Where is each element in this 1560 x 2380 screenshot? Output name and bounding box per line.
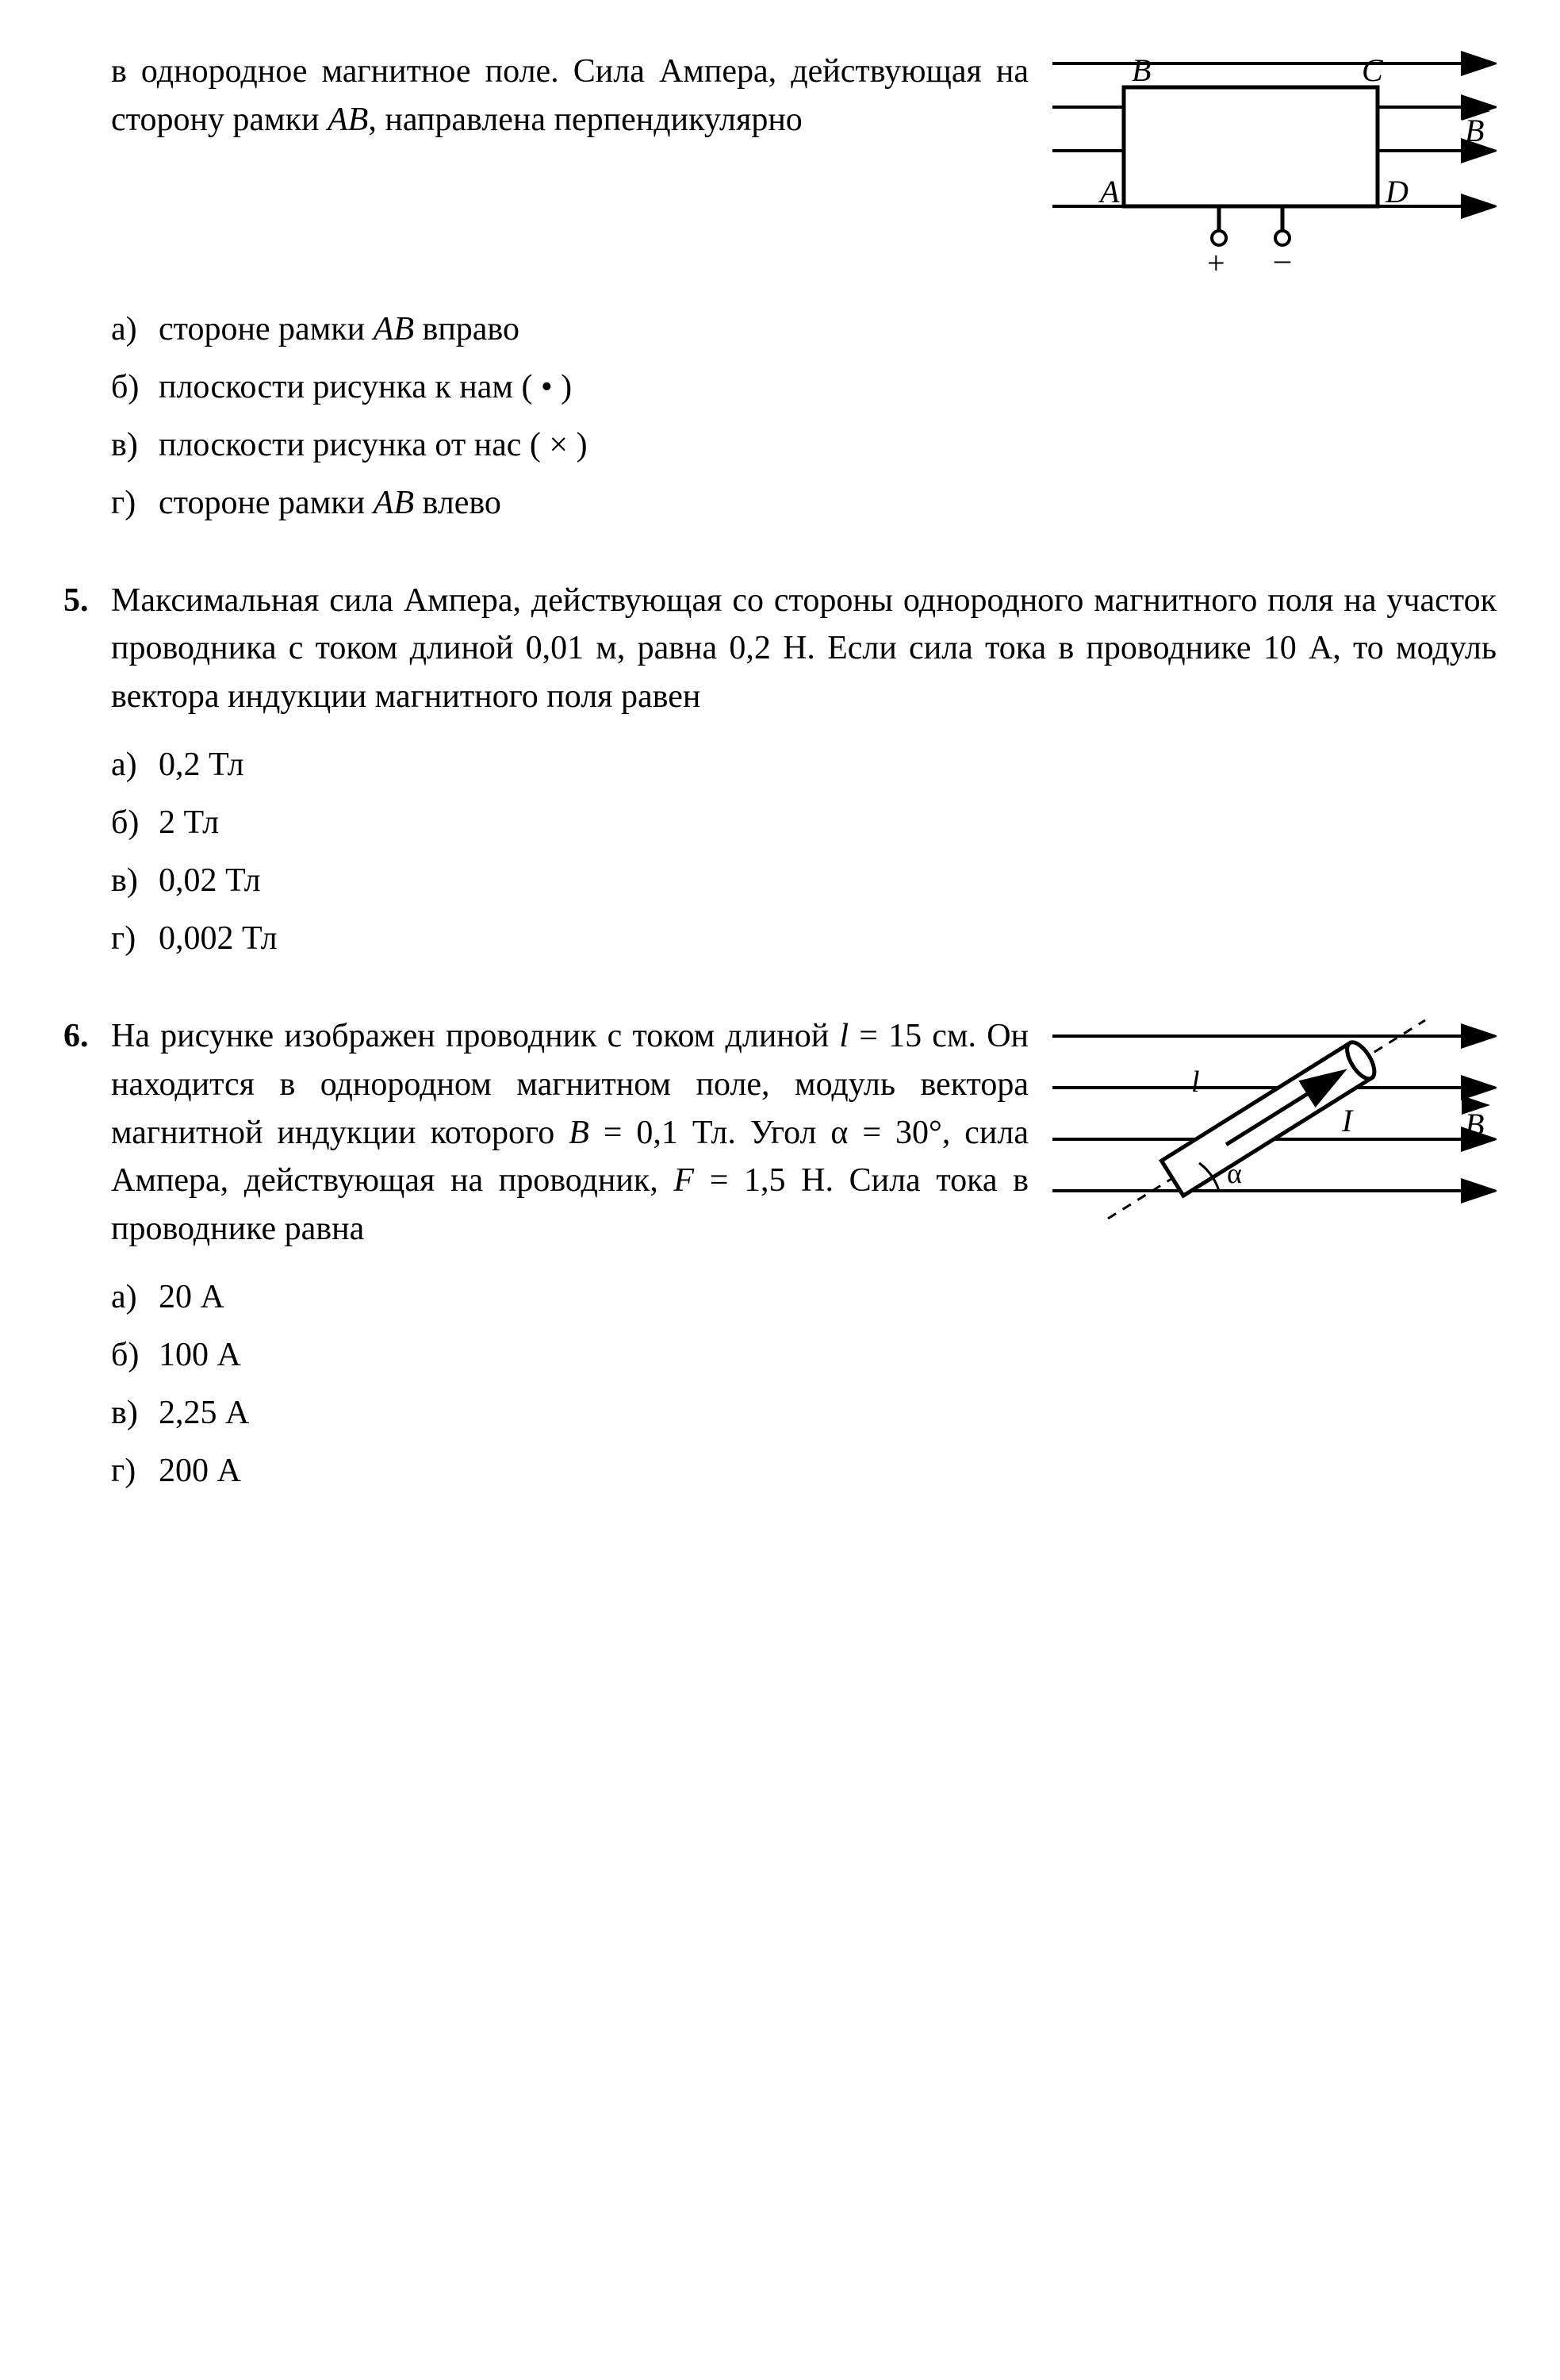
option-label: в) [111, 421, 159, 470]
option-6v: в) 2,25 А [111, 1389, 1497, 1438]
question-5-body: Максимальная сила Ампера, действующая со… [111, 577, 1497, 973]
option-label: а) [111, 741, 159, 789]
option-4v: в) плоскости рисунка от нас ( × ) [111, 421, 1497, 470]
fig6-label-l: l [1191, 1065, 1200, 1099]
option-6g: г) 200 А [111, 1447, 1497, 1495]
opt4a-pre: стороне рамки [159, 311, 374, 347]
option-label: б) [111, 799, 159, 847]
option-6b: б) 100 А [111, 1331, 1497, 1380]
option-4b: б) плоскости рисунка к нам ( • ) [111, 363, 1497, 412]
option-text: 0,02 Тл [159, 857, 261, 905]
option-label: б) [111, 363, 159, 412]
option-text: плоскости рисунка от нас ( × ) [159, 421, 588, 470]
fig4-label-C: C [1362, 52, 1384, 88]
question-4-text: в однородное магнитное поле. Сила Ампера… [111, 48, 1029, 144]
q6-l: l [839, 1018, 849, 1054]
question-5: 5. Максимальная сила Ампера, действующая… [63, 577, 1497, 973]
figure-q4: B C A D + – B [1052, 48, 1497, 286]
option-text: 2,25 А [159, 1389, 249, 1438]
question-4: в однородное магнитное поле. Сила Ампера… [63, 48, 1497, 537]
option-label: в) [111, 857, 159, 905]
fig4-label-B: B [1132, 52, 1151, 88]
q4-text-p2: , направлена перпендикулярно [368, 102, 802, 138]
fig6-label-Bvec: B [1465, 1107, 1484, 1142]
option-label: г) [111, 1447, 159, 1495]
option-4a: а) стороне рамки AB вправо [111, 305, 1497, 354]
question-4-body: в однородное магнитное поле. Сила Ампера… [111, 48, 1497, 537]
option-5v: в) 0,02 Тл [111, 857, 1497, 905]
question-6-options: а) 20 А б) 100 А в) 2,25 А г) 200 А [111, 1273, 1497, 1495]
opt4a-post: вправо [414, 311, 519, 347]
q6-Bv: B [569, 1115, 589, 1151]
option-label: а) [111, 305, 159, 354]
opt4g-ab: AB [374, 485, 414, 521]
q4-text-ab1: AB [328, 102, 368, 138]
option-text: 0,2 Тл [159, 741, 244, 789]
option-text: 100 А [159, 1331, 241, 1380]
option-label: г) [111, 479, 159, 528]
fig4-label-D: D [1385, 174, 1409, 209]
option-label: б) [111, 1331, 159, 1380]
option-text: 200 А [159, 1447, 241, 1495]
option-label: а) [111, 1273, 159, 1322]
q6-p1: На рисунке изображен проводник с током д… [111, 1018, 839, 1054]
fig4-label-A: A [1098, 174, 1120, 209]
question-6-text: На рисунке изображен проводник с током д… [111, 1012, 1029, 1253]
question-4-options: а) стороне рамки AB вправо б) плоскости … [111, 305, 1497, 528]
option-label: в) [111, 1389, 159, 1438]
option-text: стороне рамки AB вправо [159, 305, 519, 354]
question-6: 6. На рисунке изображен проводник с токо… [63, 1012, 1497, 1505]
option-text: 0,002 Тл [159, 915, 278, 963]
option-5g: г) 0,002 Тл [111, 915, 1497, 963]
fig4-plus: + [1207, 245, 1225, 281]
question-5-text: Максимальная сила Ампера, действующая со… [111, 577, 1497, 722]
option-label: г) [111, 915, 159, 963]
opt4a-ab: AB [374, 311, 414, 347]
option-text: 2 Тл [159, 799, 219, 847]
question-6-body: На рисунке изображен проводник с током д… [111, 1012, 1497, 1505]
option-4g: г) стороне рамки AB влево [111, 479, 1497, 528]
question-6-number: 6. [63, 1012, 111, 1061]
opt4g-pre: стороне рамки [159, 485, 374, 521]
option-5b: б) 2 Тл [111, 799, 1497, 847]
option-6a: а) 20 А [111, 1273, 1497, 1322]
fig6-label-I: I [1341, 1103, 1354, 1138]
fig4-minus: – [1274, 241, 1291, 277]
figure-q6: l I α B [1052, 1012, 1497, 1250]
fig4-label-Bvec: B [1465, 113, 1484, 148]
fig6-label-alpha: α [1227, 1157, 1242, 1189]
question-5-options: а) 0,2 Тл б) 2 Тл в) 0,02 Тл г) 0,002 Тл [111, 741, 1497, 963]
opt4g-post: влево [414, 485, 501, 521]
option-text: 20 А [159, 1273, 224, 1322]
q6-Fv: F [673, 1162, 694, 1199]
question-5-number: 5. [63, 577, 111, 625]
option-text: стороне рамки AB влево [159, 479, 501, 528]
option-5a: а) 0,2 Тл [111, 741, 1497, 789]
option-text: плоскости рисунка к нам ( • ) [159, 363, 572, 412]
